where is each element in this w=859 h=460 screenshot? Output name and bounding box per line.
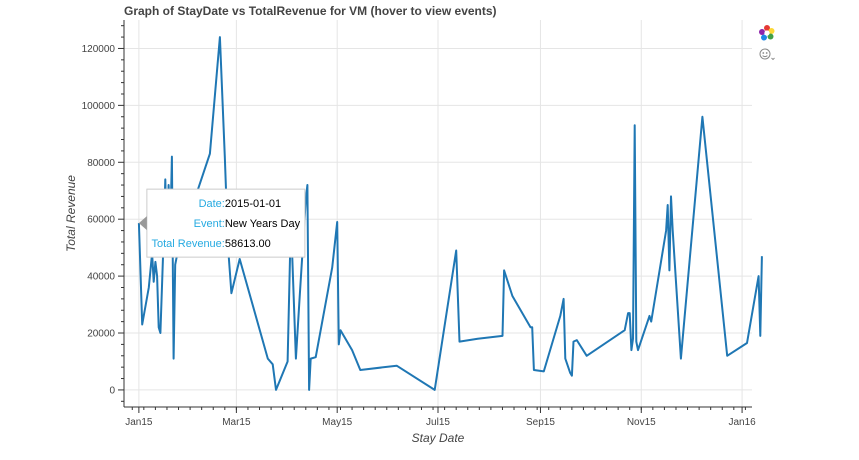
x-tick-label: Sep15 bbox=[526, 417, 555, 428]
x-tick-label: Jan15 bbox=[125, 417, 153, 428]
x-tick-label: Nov15 bbox=[627, 417, 656, 428]
y-tick-label: 40000 bbox=[87, 272, 115, 283]
y-tick-label: 80000 bbox=[87, 158, 115, 169]
chart-title: Graph of StayDate vs TotalRevenue for VM… bbox=[124, 4, 497, 18]
x-tick-label: Jul15 bbox=[426, 417, 450, 428]
series-line[interactable] bbox=[137, 36, 763, 391]
axes: 0 20000 40000 60000 80000 100000 120000 Jan15 Ma… bbox=[82, 20, 756, 428]
series-layer[interactable] bbox=[137, 36, 763, 391]
hover-tool-icon[interactable] bbox=[756, 44, 778, 66]
x-tick-label: Jan16 bbox=[728, 417, 756, 428]
tooltip-value: 2015-01-01 bbox=[225, 198, 281, 210]
tooltip-pointer bbox=[138, 216, 147, 231]
toolbar bbox=[756, 22, 778, 66]
x-tick-label: May15 bbox=[322, 417, 352, 428]
tooltip-value: 58613.00 bbox=[225, 238, 271, 250]
y-tick-label: 0 bbox=[109, 385, 115, 396]
y-tick-label: 120000 bbox=[82, 44, 116, 55]
bokeh-logo-icon[interactable] bbox=[756, 22, 778, 44]
tooltip-box bbox=[146, 188, 306, 258]
tooltip-key: Event: bbox=[194, 218, 225, 230]
x-axis-label: Stay Date bbox=[412, 431, 465, 445]
tooltip-value: New Years Day bbox=[225, 218, 301, 230]
tooltip-key: Total Revenue: bbox=[151, 238, 224, 250]
tooltip-key: Date: bbox=[199, 198, 225, 210]
x-tick-label: Mar15 bbox=[222, 417, 251, 428]
y-tick-label: 60000 bbox=[87, 215, 115, 226]
y-tick-label: 20000 bbox=[87, 329, 115, 340]
y-tick-label: 100000 bbox=[82, 101, 116, 112]
y-axis-label: Total Revenue bbox=[64, 175, 78, 252]
